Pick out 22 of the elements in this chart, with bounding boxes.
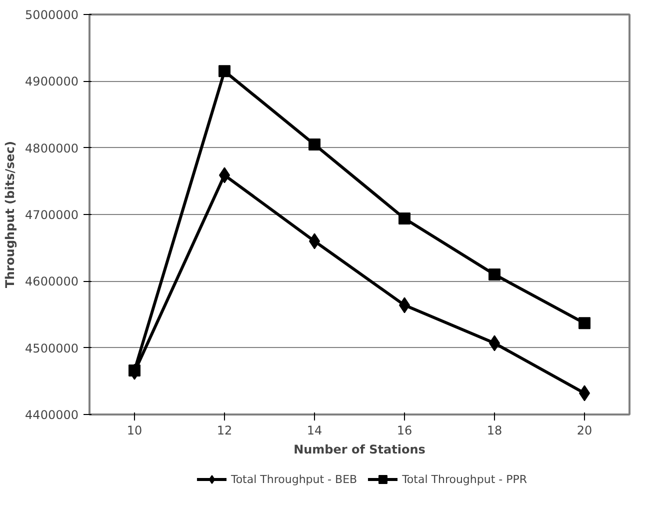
point — [578, 317, 590, 330]
x-tick-label: 10 — [126, 424, 142, 438]
y-tick-label: 4500000 — [25, 341, 79, 356]
x-tick-label: 18 — [486, 424, 502, 438]
y-tick-label: 4400000 — [25, 408, 79, 422]
x-tick-label: 14 — [306, 424, 322, 438]
y-tick-label: 4700000 — [25, 208, 79, 222]
x-tick-label: 12 — [216, 424, 232, 438]
y-tick-label: 5000000 — [25, 8, 79, 22]
y-tick-label: 4800000 — [25, 141, 79, 156]
legend-label: Total Throughput - BEB — [230, 472, 358, 486]
point — [398, 212, 410, 224]
x-tick-label: 20 — [576, 424, 592, 438]
point — [488, 268, 500, 280]
legend-label: Total Throughput - PPR — [402, 472, 528, 486]
point — [218, 65, 230, 78]
x-axis-title: Number of Stations — [294, 442, 426, 456]
y-axis-title: Throughput (bits/sec) — [3, 141, 18, 288]
x-tick-label: 16 — [396, 424, 412, 438]
point — [308, 138, 320, 150]
y-tick-label: 4600000 — [25, 274, 79, 289]
y-tick-label: 4900000 — [25, 74, 79, 89]
